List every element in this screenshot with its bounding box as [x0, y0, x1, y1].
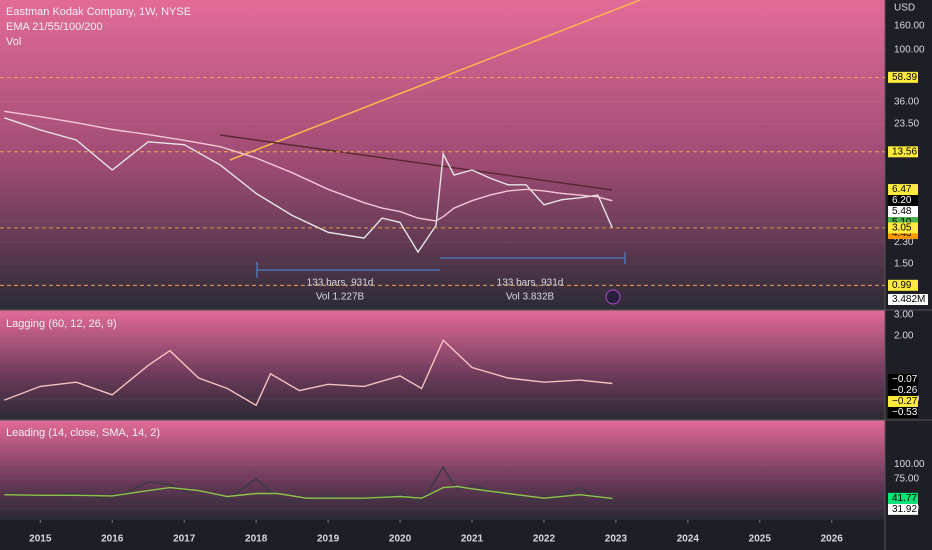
x-tick-label: 2026 [821, 534, 844, 545]
x-tick-label: 2016 [101, 534, 124, 545]
volume-tag [888, 294, 928, 305]
price-axis [885, 0, 932, 550]
y-tick-label: 36.00 [894, 97, 919, 108]
leading-pane [0, 420, 885, 520]
price-tag-label: 58.39 [892, 72, 917, 83]
x-tick-label: 2017 [173, 534, 196, 545]
y-tick-label: 1.50 [894, 259, 914, 270]
price-tag [888, 279, 918, 291]
price-tag [888, 71, 918, 83]
price-tag [888, 195, 918, 207]
price-tag-label: −0.53 [892, 407, 918, 418]
price-tag-label: −0.07 [892, 374, 918, 385]
price-tag [888, 395, 918, 407]
x-tick-label: 2020 [389, 534, 412, 545]
x-tick-label: 2022 [533, 534, 556, 545]
measure-label: Vol 1.227B [316, 292, 365, 303]
price-tag-label: 4.43 [892, 228, 912, 239]
x-tick-label: 2024 [677, 534, 700, 545]
volume-label: Vol [6, 36, 21, 48]
trend-line [229, 0, 641, 161]
currency: USD [894, 3, 915, 14]
series-line [4, 117, 613, 254]
series-line [4, 110, 613, 222]
y-tick-label: 100.00 [894, 45, 925, 56]
volume-tag-label: 3.482M [892, 294, 925, 305]
y-tick-label: 23.50 [894, 118, 919, 129]
trend-line [219, 134, 613, 191]
measure-label: Vol 3.832B [506, 292, 555, 303]
price-tag-label: 6.20 [892, 195, 912, 206]
y-tick-label: 2.30 [894, 237, 914, 248]
price-tag-label: 0.99 [892, 280, 912, 291]
series-line [4, 339, 613, 407]
price-tag [888, 146, 918, 158]
pane-title: Lagging (60, 12, 26, 9) [6, 318, 117, 330]
y-tick-label: 100.00 [894, 459, 925, 470]
x-tick-label: 2023 [605, 534, 628, 545]
price-tag-label: 13.56 [892, 146, 917, 157]
y-tick-label: 160.00 [894, 21, 925, 32]
x-tick-label: 2019 [317, 534, 340, 545]
price-tag-label: 5.48 [892, 206, 912, 217]
price-tag [888, 184, 918, 196]
measure-label: 133 bars, 931d [307, 278, 374, 289]
price-tag-label: 31.92 [892, 504, 917, 515]
price-tag [888, 384, 918, 396]
measure-arrows [256, 252, 626, 278]
price-tag [888, 406, 918, 418]
price-tag-label: 6.47 [892, 184, 912, 195]
x-tick-label: 2021 [461, 534, 484, 545]
y-tick-label: 3.00 [894, 310, 914, 321]
price-tag-label: 41.77 [892, 493, 917, 504]
indicator-label: EMA 21/55/100/200 [6, 21, 103, 33]
price-tag [888, 492, 918, 504]
symbol-title: Eastman Kodak Company, 1W, NYSE [6, 6, 191, 18]
time-axis [0, 520, 885, 550]
x-tick-label: 2018 [245, 534, 268, 545]
price-tag [888, 228, 918, 240]
y-tick-label: 75.00 [894, 473, 919, 484]
series-line [4, 485, 613, 500]
price-tag [888, 222, 918, 234]
price-tag-label: −0.26 [892, 385, 918, 396]
price-tag-label: −0.27 [892, 396, 918, 407]
pane-title: Leading (14, close, SMA, 14, 2) [6, 427, 160, 439]
price-tag [888, 503, 918, 515]
price-tag-label: 3.05 [892, 223, 912, 234]
x-tick-label: 2015 [29, 534, 52, 545]
price-tag [888, 373, 918, 385]
measure-label: 133 bars, 931d [497, 278, 564, 289]
alert-icon[interactable] [605, 289, 621, 305]
y-tick-label: 2.00 [894, 331, 914, 342]
price-tag [888, 206, 918, 218]
lagging-pane [0, 310, 885, 420]
x-tick-label: 2025 [749, 534, 772, 545]
